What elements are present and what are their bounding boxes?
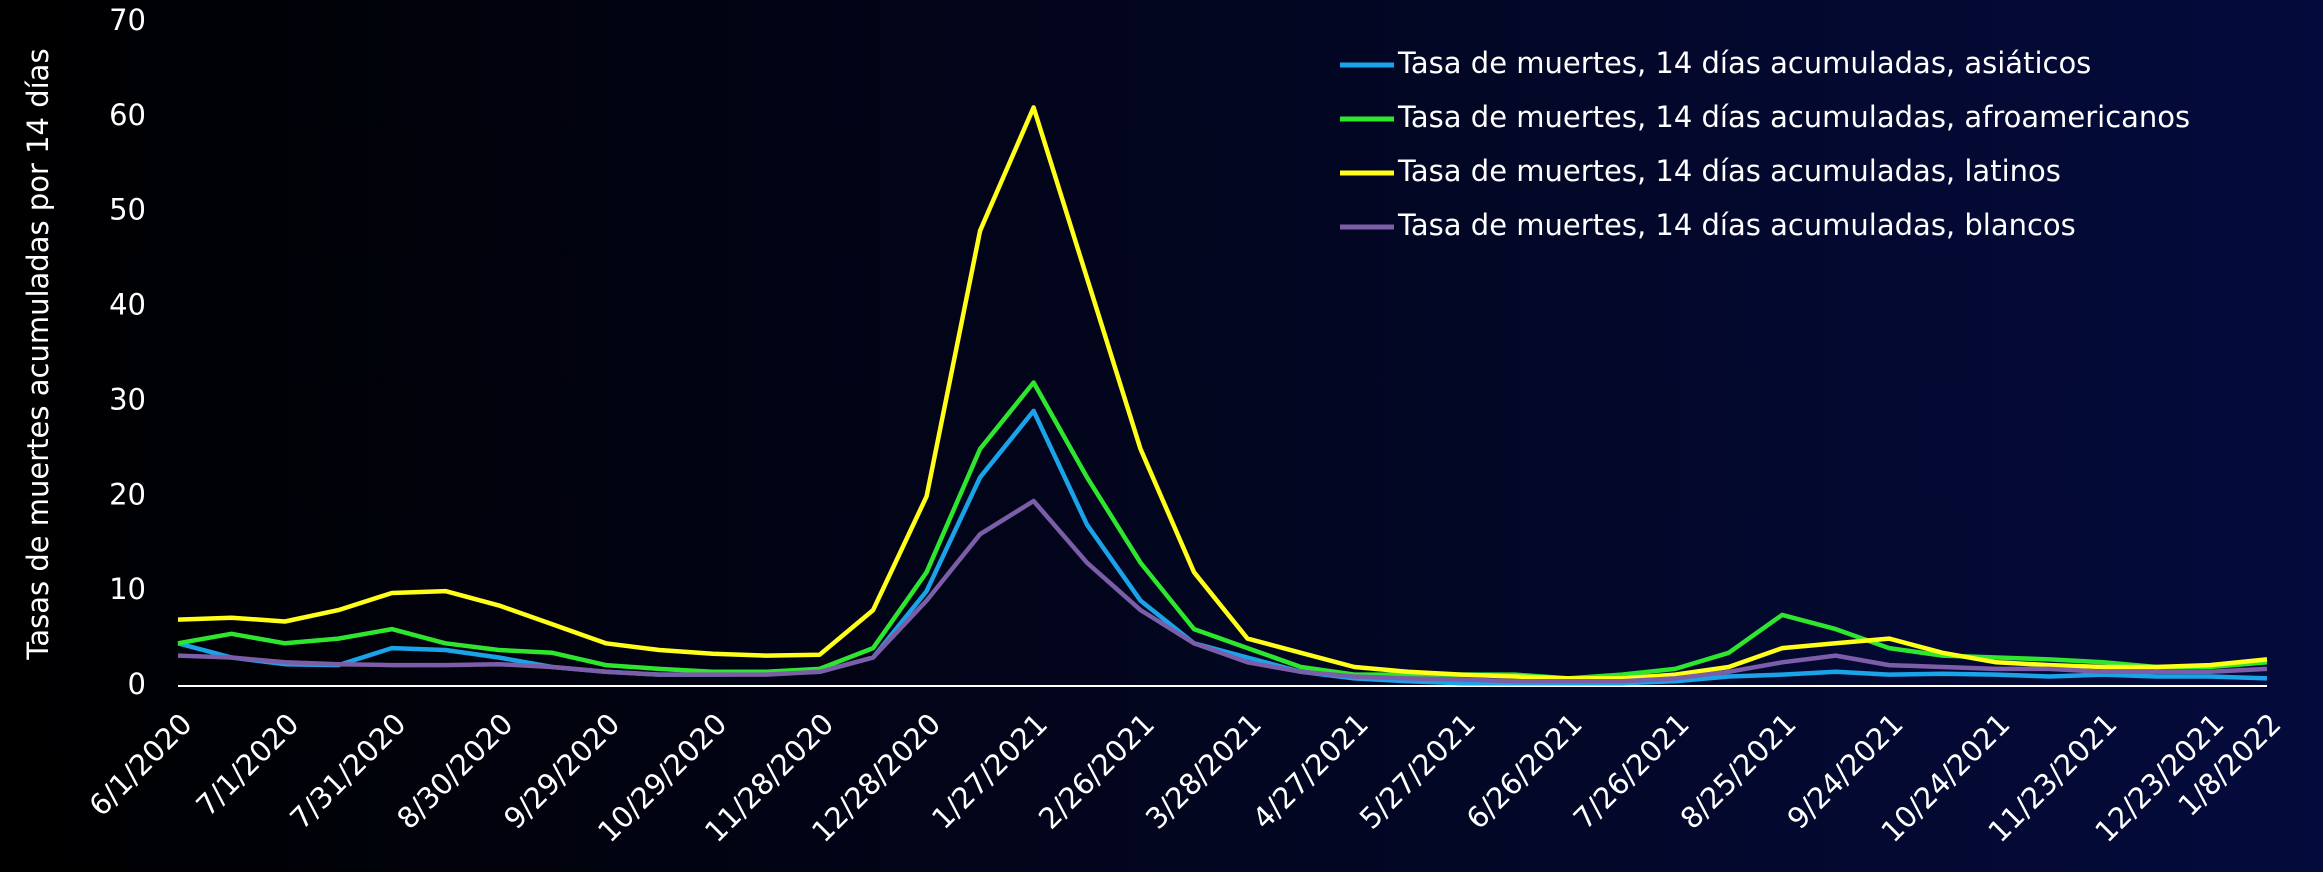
legend-label: Tasa de muertes, 14 días acumuladas, lat… (1397, 154, 2061, 188)
y-tick-label: 70 (109, 3, 146, 37)
y-tick-label: 50 (109, 193, 146, 227)
y-tick-label: 20 (109, 477, 146, 511)
y-axis-label: Tasas de muertes acumuladas por 14 días (21, 48, 55, 660)
y-tick-label: 60 (109, 98, 146, 132)
series-line (177, 498, 2268, 684)
y-tick-label: 10 (109, 572, 146, 606)
legend-label: Tasa de muertes, 14 días acumuladas, asi… (1397, 46, 2091, 80)
series-line (177, 105, 2268, 681)
y-tick-label: 30 (109, 382, 146, 416)
y-tick-label: 0 (128, 667, 146, 701)
series-line (177, 408, 2268, 686)
y-tick-label: 40 (109, 288, 146, 322)
legend-label: Tasa de muertes, 14 días acumuladas, bla… (1397, 208, 2076, 242)
legend-label: Tasa de muertes, 14 días acumuladas, afr… (1397, 100, 2190, 134)
series-line (177, 380, 2268, 681)
